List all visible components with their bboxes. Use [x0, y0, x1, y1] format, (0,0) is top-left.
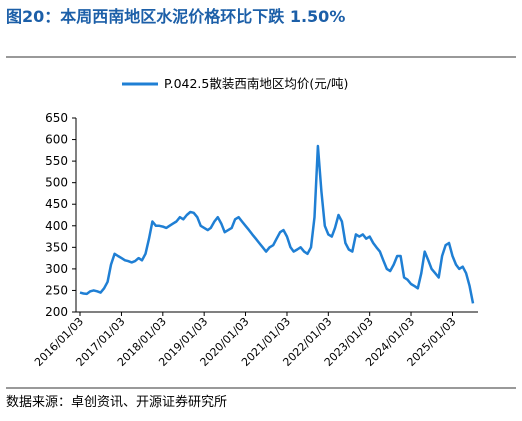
y-tick-label: 350 [45, 240, 68, 254]
y-tick-label: 400 [45, 219, 68, 233]
y-tick-label: 250 [45, 283, 68, 297]
series-line [79, 144, 475, 304]
y-tick-label: 550 [45, 154, 68, 168]
y-tick-label: 600 [45, 133, 68, 147]
legend-label: P.042.5散装西南地区均价(元/吨) [164, 76, 348, 91]
title: 图20：本周西南地区水泥价格环比下跌 1.50% [6, 7, 345, 26]
source: 数据来源：卓创资讯、开源证券研究所 [6, 394, 227, 410]
y-tick-label: 500 [45, 176, 68, 190]
y-tick-label: 650 [45, 111, 68, 125]
y-tick-label: 300 [45, 262, 68, 276]
y-tick-label: 450 [45, 197, 68, 211]
y-tick-label: 200 [45, 305, 68, 319]
